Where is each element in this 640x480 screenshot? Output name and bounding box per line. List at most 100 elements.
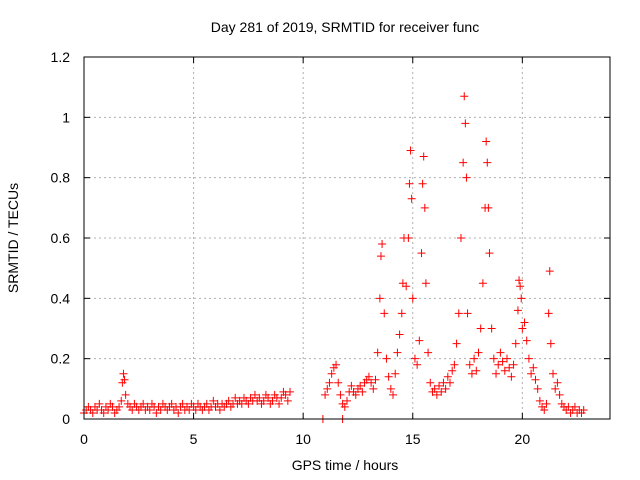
y-tick-label: 1.2 <box>51 49 71 65</box>
x-tick-label: 10 <box>295 431 311 447</box>
data-point <box>343 396 351 405</box>
y-axis-label: SRMTID / TECUs <box>5 183 21 293</box>
data-point <box>418 179 427 188</box>
data-point <box>435 381 444 390</box>
data-point <box>340 402 349 411</box>
data-point <box>553 378 562 387</box>
y-tick-label: 0.6 <box>51 230 71 246</box>
data-point <box>546 339 555 348</box>
data-point <box>443 372 452 381</box>
data-point <box>332 360 341 369</box>
data-point <box>487 324 496 333</box>
data-point <box>405 179 414 188</box>
data-point <box>95 399 104 408</box>
data-point <box>448 366 457 375</box>
data-point <box>202 399 211 408</box>
data-point <box>347 381 356 390</box>
data-point <box>535 396 544 405</box>
data-point <box>244 399 253 408</box>
data-point <box>461 119 470 128</box>
data-point <box>404 234 413 242</box>
data-point <box>432 390 441 399</box>
data-point <box>450 360 459 369</box>
data-point <box>367 378 376 387</box>
data-point <box>570 402 579 411</box>
data-point <box>167 399 176 408</box>
data-point <box>520 318 529 327</box>
data-point <box>500 366 509 375</box>
data-point <box>152 408 161 417</box>
data-point <box>417 249 426 258</box>
data-point <box>231 393 240 402</box>
data-point <box>406 146 415 155</box>
data-point <box>351 390 360 399</box>
data-point <box>178 399 187 408</box>
data-point <box>502 354 511 363</box>
data-point <box>375 294 384 303</box>
data-point <box>334 378 343 387</box>
data-point <box>407 194 416 203</box>
data-point <box>268 396 277 405</box>
data-point <box>384 372 393 381</box>
plot-frame <box>83 56 611 420</box>
data-point <box>518 324 527 333</box>
data-point <box>145 405 154 414</box>
data-point <box>516 282 525 291</box>
chart-title: Day 281 of 2019, SRMTID for receiver fun… <box>211 19 479 35</box>
grid-lines <box>84 57 610 419</box>
data-point <box>373 348 382 357</box>
data-point <box>121 390 130 399</box>
data-point <box>119 369 128 378</box>
data-point <box>555 390 564 399</box>
x-tick-label: 15 <box>405 431 421 447</box>
y-tick-label: 0.2 <box>51 351 71 367</box>
data-point <box>544 309 553 318</box>
data-point <box>452 339 461 348</box>
data-point <box>482 137 491 146</box>
data-point <box>507 372 516 381</box>
data-point <box>397 309 406 318</box>
data-point <box>446 378 455 387</box>
data-point <box>545 267 554 276</box>
data-point <box>533 384 542 393</box>
data-point <box>551 384 560 393</box>
data-point <box>463 309 472 318</box>
data-point <box>540 405 549 414</box>
data-point <box>531 375 540 384</box>
x-tick-label: 0 <box>80 431 88 447</box>
data-point <box>250 390 259 399</box>
data-point <box>88 408 97 417</box>
data-point <box>415 336 424 345</box>
data-point <box>224 396 233 405</box>
data-point <box>472 366 481 375</box>
data-point <box>579 405 588 414</box>
data-point <box>264 393 273 402</box>
data-point <box>485 249 494 258</box>
data-point <box>286 387 295 396</box>
data-point <box>470 354 479 363</box>
data-point <box>408 294 417 303</box>
y-tick-label: 1 <box>62 109 70 125</box>
x-tick-label: 5 <box>190 431 198 447</box>
data-point <box>104 405 113 414</box>
data-point <box>336 390 345 399</box>
data-point <box>325 378 334 387</box>
data-point <box>426 378 435 387</box>
data-point <box>462 173 471 182</box>
data-point <box>483 158 492 167</box>
data-point <box>496 348 505 357</box>
data-point <box>281 390 290 399</box>
data-point <box>364 372 373 381</box>
data-point <box>378 240 387 249</box>
data-point <box>467 369 476 378</box>
data-point <box>465 360 474 369</box>
data-point <box>371 375 380 384</box>
data-point <box>376 252 385 261</box>
data-point <box>255 393 264 402</box>
data-point <box>441 384 450 393</box>
data-point <box>139 399 148 408</box>
data-point <box>386 384 395 393</box>
data-point <box>356 381 365 390</box>
data-point <box>419 152 428 161</box>
